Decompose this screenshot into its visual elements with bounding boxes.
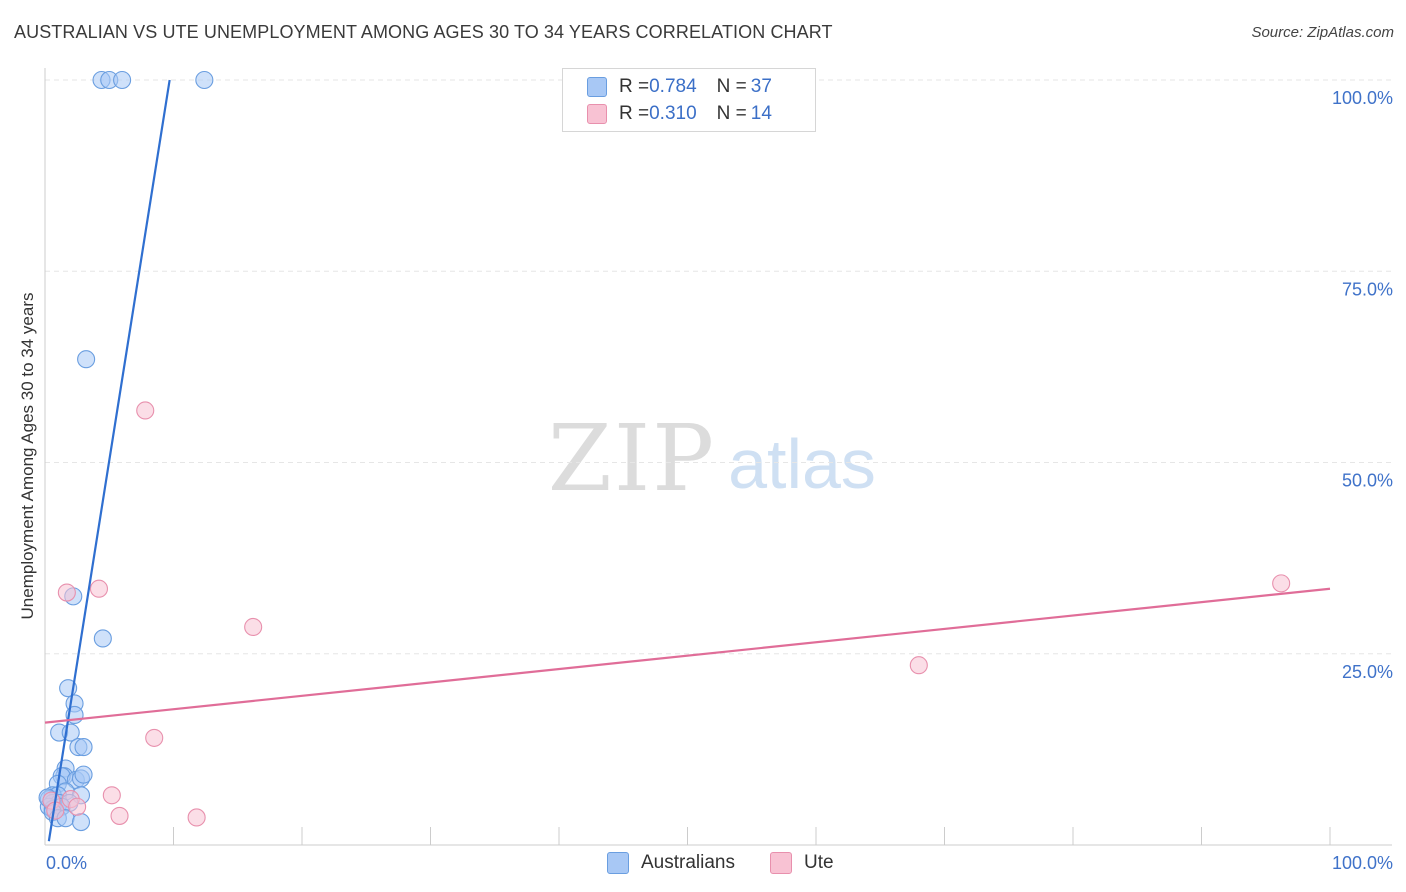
x-tick-label: 0.0%: [46, 853, 87, 873]
point-australians: [74, 765, 93, 784]
legend-n-label: N =: [716, 76, 747, 97]
point-australians: [195, 70, 214, 90]
legend-swatch-ute: [587, 104, 607, 124]
point-ute: [244, 617, 263, 637]
legend-n-value: 37: [750, 76, 772, 97]
y-tick-label: 100.0%: [1332, 88, 1393, 108]
legend-n-label: N =: [716, 103, 747, 124]
source-label: Source: ZipAtlas.com: [1251, 24, 1394, 41]
legend-label-ute: Ute: [804, 852, 834, 873]
legend-item-australians: Australians: [607, 852, 735, 874]
point-ute: [110, 806, 129, 825]
trend-lines: [44, 79, 1331, 842]
axes: [44, 68, 1392, 846]
legend-swatch-australians: [607, 852, 629, 874]
trend-line-australians: [47, 79, 171, 842]
point-australians: [71, 812, 91, 832]
legend-row-ute: R = 0.310 N = 14: [587, 103, 772, 125]
legend-r-label: R =: [619, 103, 650, 124]
watermark-atlas: atlas: [728, 425, 876, 503]
legend-row-australians: R = 0.784 N = 37: [587, 76, 772, 98]
point-australians: [74, 738, 93, 757]
legend-r-value: 0.310: [649, 103, 697, 124]
point-ute: [909, 656, 928, 675]
point-australians: [93, 629, 112, 648]
point-ute: [1272, 574, 1291, 593]
legend-r-label: R =: [619, 76, 650, 97]
point-ute: [89, 579, 109, 598]
y-tick-label: 25.0%: [1342, 662, 1393, 682]
legend-swatch-ute: [770, 852, 792, 874]
point-ute: [136, 401, 155, 420]
y-tick-label: 75.0%: [1342, 279, 1393, 299]
trend-line-ute: [44, 587, 1331, 724]
stats-legend: R = 0.784 N = 37 R = 0.310 N = 14: [562, 68, 816, 132]
y-tick-label: 50.0%: [1342, 471, 1393, 491]
point-ute: [102, 786, 121, 805]
tick-labels: 25.0% 50.0% 75.0% 100.0% 0.0% 100.0%: [46, 88, 1393, 873]
point-australians: [77, 350, 96, 369]
watermark: ZIP atlas: [548, 405, 876, 512]
point-ute: [57, 583, 76, 602]
legend-item-ute: Ute: [770, 852, 834, 874]
point-ute: [68, 797, 87, 816]
point-australians: [113, 70, 132, 90]
watermark-zip: ZIP: [548, 405, 716, 512]
legend-r-value: 0.784: [649, 76, 697, 97]
series-legend: Australians Ute: [0, 852, 1406, 878]
legend-swatch-australians: [587, 77, 607, 97]
x-tick-label: 100.0%: [1332, 853, 1393, 873]
gridlines: [45, 79, 1392, 655]
legend-label-australians: Australians: [641, 852, 735, 873]
chart-title: AUSTRALIAN VS UTE UNEMPLOYMENT AMONG AGE…: [14, 22, 833, 42]
legend-n-value: 14: [750, 103, 772, 124]
point-ute: [145, 728, 164, 747]
point-ute: [187, 808, 206, 827]
